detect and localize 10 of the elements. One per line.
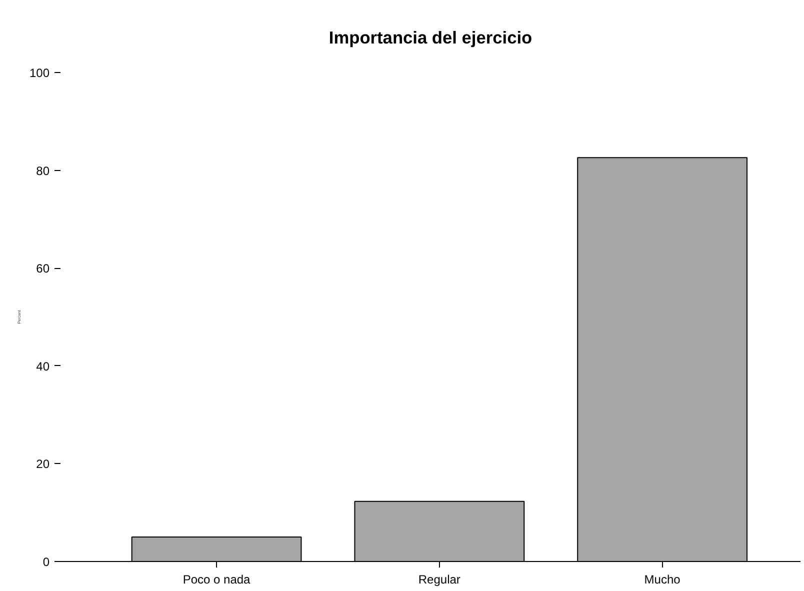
x-tick-label: Mucho <box>644 572 681 586</box>
y-tick-label: 0 <box>42 555 50 569</box>
y-tick-label: 60 <box>36 262 50 276</box>
y-tick-label: 80 <box>36 164 50 178</box>
chart-title: Importancia del ejercicio <box>328 28 532 48</box>
y-tick-label: 100 <box>29 66 50 80</box>
x-tick-label: Regular <box>418 572 460 586</box>
x-tick-label: Poco o nada <box>182 572 251 586</box>
y-tick-label: 40 <box>36 359 50 374</box>
y-tick-label: 20 <box>36 457 50 472</box>
